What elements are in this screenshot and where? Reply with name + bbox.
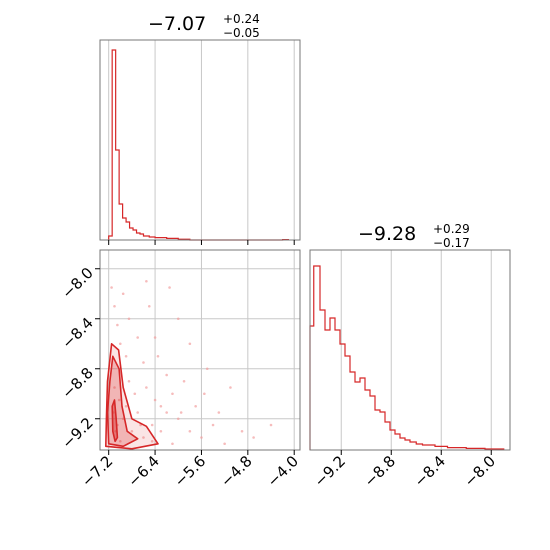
panel-bottom-right: −9.2 −8.8 −8.4 −8.0 −9.28 +0.29 −0.17 (309, 222, 511, 491)
axes-frame-bottom-right (309, 249, 511, 451)
scatter-point (223, 442, 226, 446)
tick-label-x: −8.8 (361, 452, 399, 490)
scatter-point (159, 429, 163, 433)
scatter-point (130, 429, 134, 433)
xticks-bottom-right: −9.2 −8.8 −8.4 −8.0 (311, 450, 499, 491)
scatter-point (203, 392, 206, 396)
scatter-points (110, 279, 273, 446)
scatter-point (133, 392, 137, 396)
scatter-point (165, 373, 168, 377)
scatter-point (176, 317, 180, 321)
grid-top-left (108, 40, 295, 240)
tick-label-x: −4.0 (264, 452, 302, 490)
scatter-point (113, 304, 116, 308)
scatter-point (168, 286, 171, 289)
tick-label-y: −8.4 (58, 314, 96, 352)
tick-label-x: −9.2 (311, 452, 349, 490)
tick-label-x: −6.4 (124, 452, 162, 490)
scatter-point (127, 317, 131, 321)
scatter-point (252, 436, 255, 439)
scatter-point (171, 392, 174, 396)
scatter-point (182, 379, 186, 383)
scatter-point (156, 354, 160, 358)
scatter-point (110, 286, 113, 289)
tick-label-x: −7.2 (78, 452, 116, 490)
yticks-bottom-left: −9.2 −8.8 −8.4 −8.0 (58, 264, 100, 452)
scatter-point (150, 439, 154, 443)
scatter-point (159, 404, 163, 408)
grid-bottom-right (340, 250, 492, 450)
scatter-point (150, 423, 154, 427)
scatter-point (205, 367, 209, 371)
scatter-point (127, 379, 131, 383)
scatter-point (179, 411, 183, 414)
axes-frame-bottom-left (99, 249, 301, 451)
scatter-point (153, 336, 157, 339)
contour-level (111, 399, 119, 443)
scatter-point (145, 279, 148, 283)
scatter-point (124, 404, 128, 408)
scatter-point (200, 436, 203, 439)
scatter-point (113, 386, 116, 389)
tick-label-y: −8.8 (58, 364, 96, 402)
scatter-point (171, 442, 174, 446)
title-top-left-plus: +0.24 (223, 12, 260, 26)
scatter-point (117, 398, 121, 402)
scatter-point (118, 342, 122, 346)
scatter-point (217, 411, 221, 414)
scatter-point (229, 386, 232, 389)
scatter-point (116, 323, 119, 327)
tick-label-y: −8.0 (58, 264, 96, 302)
title-bottom-right-plus: +0.29 (433, 222, 470, 236)
scatter-point (142, 361, 145, 364)
scatter-point (194, 404, 197, 408)
scatter-point (136, 336, 139, 339)
contour-level (106, 355, 139, 448)
title-bottom-right-minus: −0.17 (433, 236, 470, 250)
scatter-point (145, 386, 148, 389)
tick-label-y: −9.2 (58, 414, 96, 452)
title-bottom-right: −9.28 (358, 223, 416, 245)
scatter-point (165, 411, 168, 414)
contour-level (105, 342, 159, 450)
scatter-point (240, 429, 244, 433)
xticks-top-left (108, 240, 295, 245)
scatter-point (269, 423, 273, 427)
scatter-point (176, 417, 180, 421)
scatter-point (147, 304, 151, 308)
title-top-left-minus: −0.05 (223, 26, 260, 40)
scatter-point (121, 292, 125, 296)
panel-top-left: −7.07 +0.24 −0.05 (99, 12, 301, 245)
scatter-point (118, 439, 122, 443)
scatter-point (153, 398, 157, 402)
scatter-point (142, 436, 145, 439)
histogram-top-left (108, 49, 290, 241)
scatter-point (136, 411, 139, 414)
scatter-point (211, 423, 215, 427)
tick-label-x: −8.0 (461, 452, 499, 490)
tick-label-x: −8.4 (411, 452, 449, 490)
tick-label-x: −4.8 (217, 452, 255, 490)
histogram-bottom-right (309, 265, 505, 450)
xticks-bottom-left: −7.2 −6.4 −5.6 −4.8 −4.0 (78, 450, 302, 491)
density-contours (105, 342, 159, 450)
scatter-point (188, 429, 192, 433)
title-top-left: −7.07 (148, 13, 206, 35)
panel-bottom-left: −7.2 −6.4 −5.6 −4.8 −4.0 −9.2 −8.8 −8.4 −8.0 (58, 249, 302, 491)
scatter-point (124, 354, 128, 358)
tick-label-x: −5.6 (171, 452, 209, 490)
scatter-point (188, 342, 192, 346)
axes-frame-top-left (99, 39, 301, 241)
